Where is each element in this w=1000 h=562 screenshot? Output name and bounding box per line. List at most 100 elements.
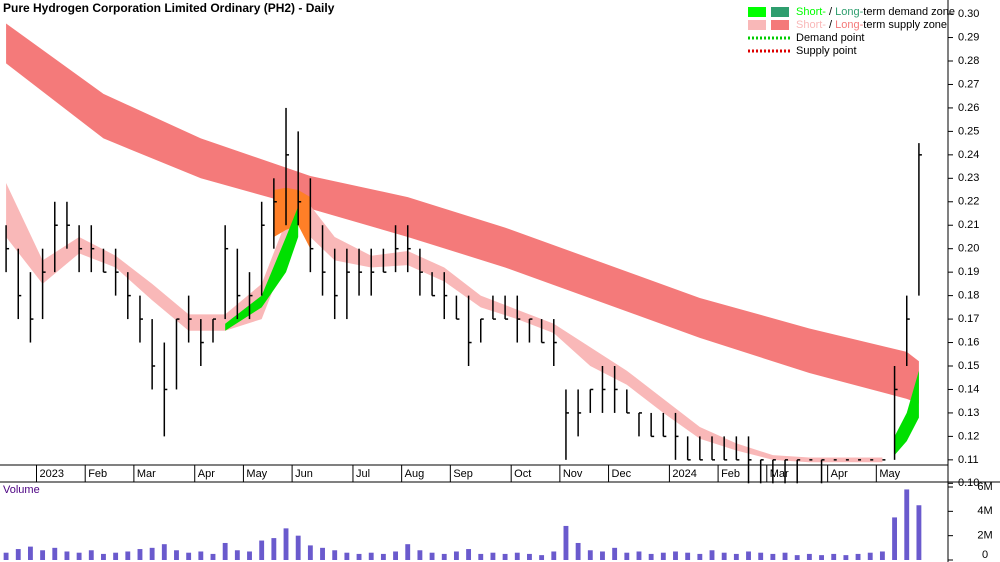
- y-tick-label: 0.17: [958, 313, 979, 325]
- volume-tick-label: 6M: [977, 481, 992, 493]
- volume-bar: [307, 545, 313, 560]
- volume-bar: [52, 547, 58, 560]
- volume-bar: [685, 552, 691, 560]
- x-tick-label: Mar: [770, 468, 789, 480]
- volume-bar: [600, 551, 605, 560]
- chart-title: Pure Hydrogen Corporation Limited Ordina…: [3, 1, 335, 15]
- volume-bar: [490, 552, 496, 560]
- volume-bar: [660, 552, 666, 560]
- volume-tick-label: 2M: [977, 530, 992, 542]
- legend-text-part: term demand zone: [863, 6, 955, 18]
- y-tick-label: 0.13: [958, 407, 979, 419]
- volume-bar: [831, 553, 837, 560]
- legend-label: Demand point: [796, 32, 865, 44]
- legend-text-part: Long-: [835, 19, 863, 31]
- volume-bar: [514, 552, 520, 560]
- x-tick-label: Mar: [137, 468, 156, 480]
- volume-bar: [40, 550, 46, 560]
- y-tick-label: 0.29: [958, 31, 979, 43]
- volume-bar: [916, 505, 922, 560]
- volume-bar: [575, 542, 581, 560]
- volume-bar: [15, 549, 21, 560]
- y-tick-label: 0.22: [958, 196, 979, 208]
- x-tick-label: 2023: [40, 468, 64, 480]
- volume-bar: [234, 550, 240, 560]
- volume-bar: [709, 550, 715, 560]
- x-tick-label: May: [246, 468, 267, 480]
- volume-bar: [794, 555, 800, 560]
- volume-bar: [125, 551, 131, 560]
- legend-swatch: [748, 7, 766, 17]
- volume-bar: [76, 552, 82, 560]
- volume-bar: [721, 552, 727, 560]
- y-tick-label: 0.18: [958, 290, 979, 302]
- volume-bar: [879, 551, 885, 560]
- volume-bar: [137, 549, 143, 560]
- volume-bar: [855, 553, 861, 560]
- legend-label: Supply point: [796, 45, 857, 57]
- volume-bar: [344, 552, 350, 560]
- volume-bar: [222, 542, 228, 560]
- y-tick-label: 0.25: [958, 125, 979, 137]
- volume-bar: [380, 553, 386, 560]
- volume-bar: [478, 553, 484, 560]
- volume-bar: [198, 551, 204, 560]
- legend-text-part: /: [826, 19, 835, 31]
- volume-bar: [417, 550, 423, 560]
- legend-text-part: term supply zone: [863, 19, 947, 31]
- x-tick-label: Apr: [198, 468, 215, 480]
- volume-bar: [271, 538, 277, 560]
- y-tick-label: 0.28: [958, 55, 979, 67]
- y-tick-label: 0.26: [958, 102, 979, 114]
- volume-bar: [161, 544, 167, 560]
- legend-swatch: [771, 7, 789, 17]
- volume-bar: [405, 544, 411, 560]
- zone-area: [225, 206, 299, 331]
- legend-label: Short- / Long-term supply zone: [796, 19, 947, 31]
- volume-bar: [429, 552, 435, 560]
- volume-tick-label: 4M: [977, 505, 992, 517]
- volume-bar: [770, 553, 776, 560]
- volume-bar: [843, 555, 849, 560]
- y-tick-label: 0.30: [958, 8, 979, 20]
- y-tick-label: 0.16: [958, 336, 979, 348]
- y-tick-label: 0.23: [958, 172, 979, 184]
- volume-bar: [320, 547, 325, 560]
- legend-label: Short- / Long-term demand zone: [796, 6, 955, 18]
- volume-bar: [746, 551, 751, 560]
- volume-tick-label: 0: [982, 549, 988, 561]
- volume-label: Volume: [3, 484, 40, 496]
- volume-bar: [806, 553, 812, 560]
- volume-bar: [368, 552, 374, 560]
- legend-text-part: Long-: [835, 6, 863, 18]
- volume-bar: [393, 551, 398, 560]
- x-tick-label: 2024: [672, 468, 696, 480]
- volume-bar: [587, 550, 593, 560]
- volume-bar: [441, 553, 447, 560]
- volume-bar: [356, 553, 362, 560]
- volume-bar: [892, 517, 898, 560]
- volume-bar: [867, 552, 873, 560]
- volume-bar: [612, 547, 618, 560]
- volume-bar: [697, 553, 703, 560]
- volume-bar: [782, 552, 788, 560]
- zone-area: [894, 370, 919, 456]
- x-tick-label: Aug: [405, 468, 425, 480]
- zone-area: [6, 23, 919, 404]
- volume-bar: [648, 553, 654, 560]
- y-tick-label: 0.11: [958, 454, 979, 466]
- x-tick-label: Nov: [563, 468, 583, 480]
- x-tick-label: May: [879, 468, 900, 480]
- volume-bar: [259, 540, 265, 560]
- y-tick-label: 0.10: [958, 477, 979, 489]
- volume-bar: [283, 528, 289, 560]
- volume-bar: [186, 552, 192, 560]
- volume-bar: [733, 553, 739, 560]
- volume-bar: [904, 489, 910, 560]
- volume-bar: [819, 555, 824, 560]
- volume-bar: [453, 551, 459, 560]
- volume-bar: [466, 549, 472, 560]
- y-tick-label: 0.24: [958, 149, 979, 161]
- y-tick-label: 0.21: [958, 219, 979, 231]
